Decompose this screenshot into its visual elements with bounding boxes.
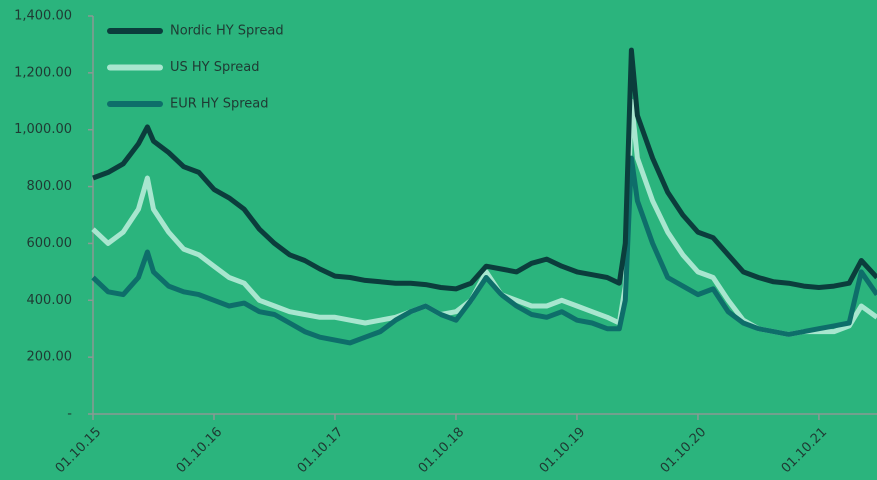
y-tick-label: 400.00 [27,293,73,308]
y-tick-label: 1,200.00 [14,65,72,80]
series-line [92,47,877,292]
y-tick-label: 1,400.00 [14,9,72,24]
y-tick-label: 1,000.00 [14,122,72,137]
y-tick-label: 600.00 [27,236,73,251]
y-tick-label: 800.00 [27,179,73,194]
y-tick-label: - [67,407,72,422]
legend-label: EUR HY Spread [170,97,269,112]
legend-label: US HY Spread [170,60,260,75]
series-line [91,155,877,346]
legend-label: Nordic HY Spread [170,24,284,39]
y-tick-label: 200.00 [27,350,73,365]
